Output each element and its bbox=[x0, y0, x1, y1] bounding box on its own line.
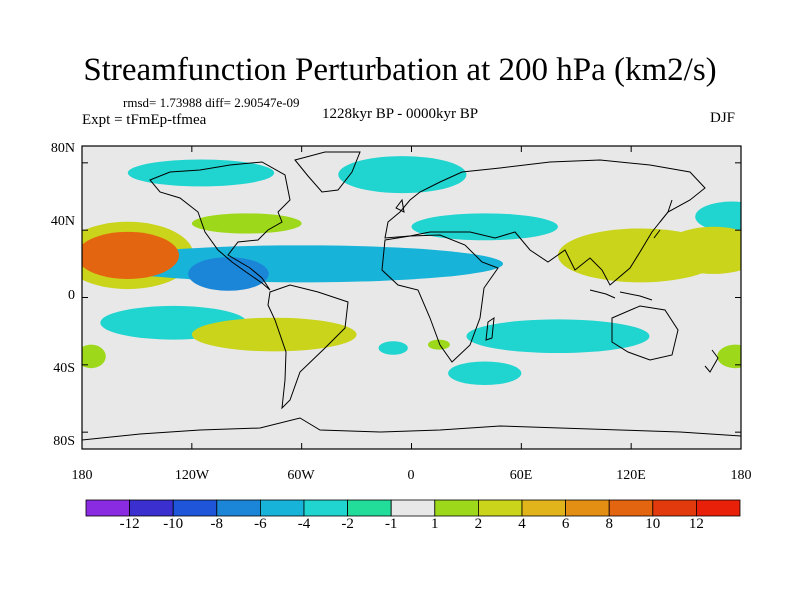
coastline-new-zealand bbox=[704, 349, 719, 373]
colorbar bbox=[85, 499, 741, 517]
colorbar-box bbox=[129, 499, 174, 517]
lat-label-80s: 80S bbox=[53, 434, 75, 449]
colorbar-label: 6 bbox=[561, 516, 570, 532]
colorbar-label: -4 bbox=[297, 516, 311, 532]
experiment-label: Expt = tFmEp-tfmea bbox=[82, 112, 207, 128]
anomaly-europe-midlat-low bbox=[411, 213, 558, 241]
anomaly-southwest-pacific-high bbox=[82, 344, 106, 369]
colorbar-box bbox=[434, 499, 479, 517]
colorbar-box bbox=[85, 499, 130, 517]
coastline-africa bbox=[381, 234, 499, 363]
chart-title: Streamfunction Perturbation at 200 hPa (… bbox=[83, 52, 717, 88]
anomaly-west-atlantic-low-core bbox=[188, 257, 269, 291]
colorbar-box bbox=[477, 499, 523, 517]
stats-text: rmsd= 1.73988 diff= 2.90547e-09 bbox=[123, 95, 300, 110]
anomaly-indian-ocean-low bbox=[466, 319, 650, 354]
colorbar-label: -1 bbox=[384, 516, 398, 532]
coastline-eurasia bbox=[384, 159, 706, 286]
colorbar-box bbox=[216, 499, 261, 517]
colorbar-label: 1 bbox=[431, 516, 439, 532]
lon-label-60e: 60E bbox=[509, 468, 533, 483]
colorbar-box bbox=[172, 499, 218, 517]
anomaly-east-asia-high bbox=[662, 226, 741, 274]
colorbar-box bbox=[608, 499, 654, 517]
anomaly-south-america-high bbox=[191, 317, 357, 352]
coastline-indonesia bbox=[589, 289, 653, 301]
axis-ticks bbox=[81, 146, 742, 449]
colorbar-label: -6 bbox=[254, 516, 267, 532]
lat-label-80n: 80N bbox=[50, 141, 75, 156]
anomaly-north-pacific-high bbox=[82, 231, 180, 279]
coastline-british-isles bbox=[395, 198, 405, 213]
coastline-north-america bbox=[149, 161, 291, 291]
colorbar-label: 2 bbox=[474, 516, 483, 532]
colorbar-box bbox=[390, 499, 436, 517]
anomaly-southeast-pacific-high bbox=[717, 344, 741, 369]
lat-label-40s: 40S bbox=[53, 361, 75, 376]
anomaly-southern-ocean-low bbox=[448, 361, 522, 386]
colorbar-box bbox=[521, 499, 566, 517]
anomaly-south-atlantic-low bbox=[378, 341, 408, 355]
contour-fields bbox=[82, 156, 741, 386]
coastline-antarctica bbox=[82, 417, 741, 441]
coastline-greenland bbox=[294, 151, 361, 193]
lat-label-40n: 40N bbox=[50, 214, 75, 229]
coastline-australia bbox=[611, 305, 679, 361]
anomaly-north-pacific-east-low bbox=[695, 201, 741, 232]
colorbar-box bbox=[565, 499, 610, 517]
colorbar-label: -12 bbox=[119, 516, 140, 532]
colorbar-label: -10 bbox=[163, 516, 184, 532]
colorbar-label: -8 bbox=[210, 516, 224, 532]
season-label: DJF bbox=[710, 110, 736, 126]
colorbar-label: 8 bbox=[605, 516, 613, 532]
colorbar-box bbox=[652, 499, 697, 517]
coastline-japan bbox=[653, 199, 673, 239]
lon-label-0: 0 bbox=[407, 468, 415, 483]
colorbar-box bbox=[347, 499, 392, 517]
anomaly-north-america-midlat-high bbox=[191, 213, 302, 234]
colorbar-label: 10 bbox=[645, 516, 661, 532]
coastline-madagascar bbox=[485, 316, 495, 341]
colorbar-box bbox=[259, 499, 305, 517]
lon-label-120w: 120W bbox=[174, 468, 210, 483]
colorbar-box bbox=[696, 499, 741, 517]
lon-label-180e: 180 bbox=[730, 468, 752, 483]
colorbar-box bbox=[303, 499, 348, 517]
lon-label-180w: 180 bbox=[71, 468, 93, 483]
anomaly-south-africa-high bbox=[427, 339, 450, 350]
colorbar-label: 12 bbox=[688, 516, 704, 532]
coastline-south-america bbox=[267, 284, 349, 410]
period-label: 1228kyr BP - 0000kyr BP bbox=[322, 106, 479, 122]
lon-label-60w: 60W bbox=[287, 468, 315, 483]
lon-label-120e: 120E bbox=[616, 468, 646, 483]
lat-label-0: 0 bbox=[68, 288, 75, 303]
anomaly-north-america-arctic-low bbox=[127, 159, 275, 187]
plot-background bbox=[82, 146, 741, 449]
colorbar-label: 4 bbox=[518, 516, 526, 532]
coastlines bbox=[82, 151, 741, 441]
colorbar-label: -2 bbox=[341, 516, 354, 532]
anomaly-north-atlantic-arctic-low bbox=[338, 156, 467, 194]
